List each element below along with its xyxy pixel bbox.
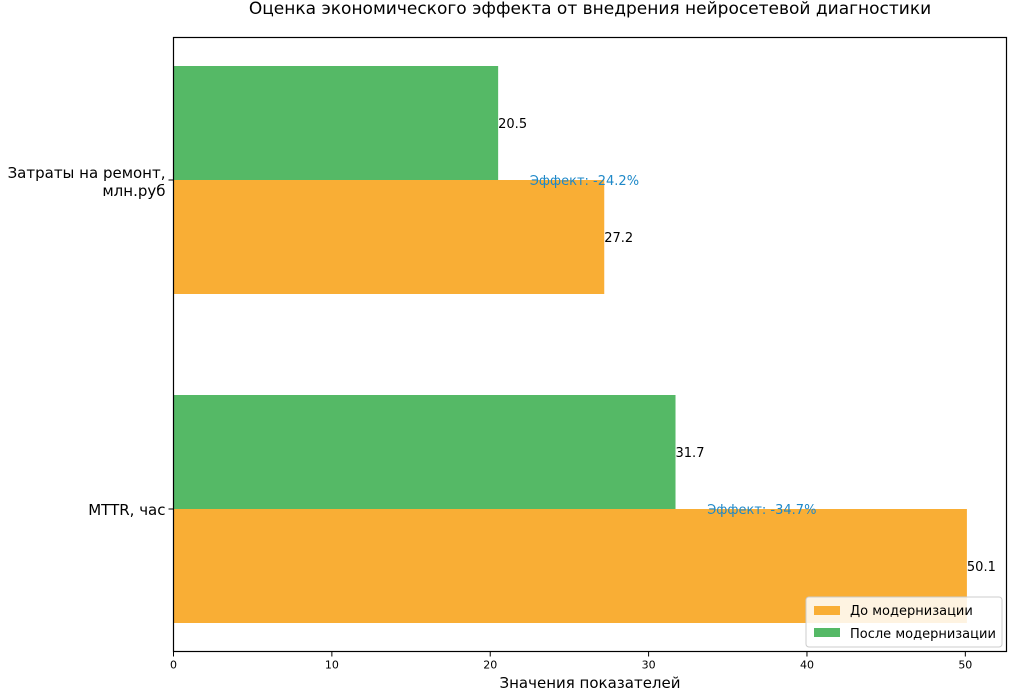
value-label-after-1: 31.7 bbox=[676, 446, 705, 461]
legend-swatch-before bbox=[814, 606, 840, 615]
legend-box bbox=[805, 596, 1003, 648]
x-tick-label-5: 50 bbox=[958, 659, 972, 672]
y-tick-label-0-line1: Затраты на ремонт, bbox=[8, 164, 166, 182]
x-tick-label-4: 40 bbox=[800, 659, 814, 672]
x-tick-label-2: 20 bbox=[483, 659, 497, 672]
x-axis-label: Значения показателей bbox=[500, 674, 681, 690]
bar-before-0 bbox=[173, 180, 605, 294]
chart-title: Оценка экономического эффекта от внедрен… bbox=[249, 0, 931, 19]
plot-frame bbox=[172, 36, 1008, 653]
y-tick-label-1: MTTR, час bbox=[88, 501, 165, 519]
x-tick-label-3: 30 bbox=[642, 659, 656, 672]
value-label-before-1: 50.1 bbox=[967, 560, 996, 575]
value-label-before-0: 27.2 bbox=[604, 231, 633, 246]
effect-annotation-0: Эффект: -24.2% bbox=[530, 174, 639, 189]
legend-label-after: После модернизации bbox=[850, 627, 996, 642]
legend-swatch-after bbox=[814, 628, 840, 637]
x-tick-label-0: 0 bbox=[170, 659, 177, 672]
bar-after-0 bbox=[173, 66, 499, 180]
value-label-after-0: 20.5 bbox=[498, 117, 527, 132]
x-tick-label-1: 10 bbox=[325, 659, 339, 672]
effect-annotation-1: Эффект: -34.7% bbox=[707, 503, 816, 518]
bar-after-1 bbox=[173, 395, 676, 509]
legend-label-before: До модернизации bbox=[850, 604, 973, 619]
legend: До модернизации После модернизации bbox=[805, 596, 1003, 648]
y-tick-label-0-line2: млн.руб bbox=[102, 182, 165, 200]
